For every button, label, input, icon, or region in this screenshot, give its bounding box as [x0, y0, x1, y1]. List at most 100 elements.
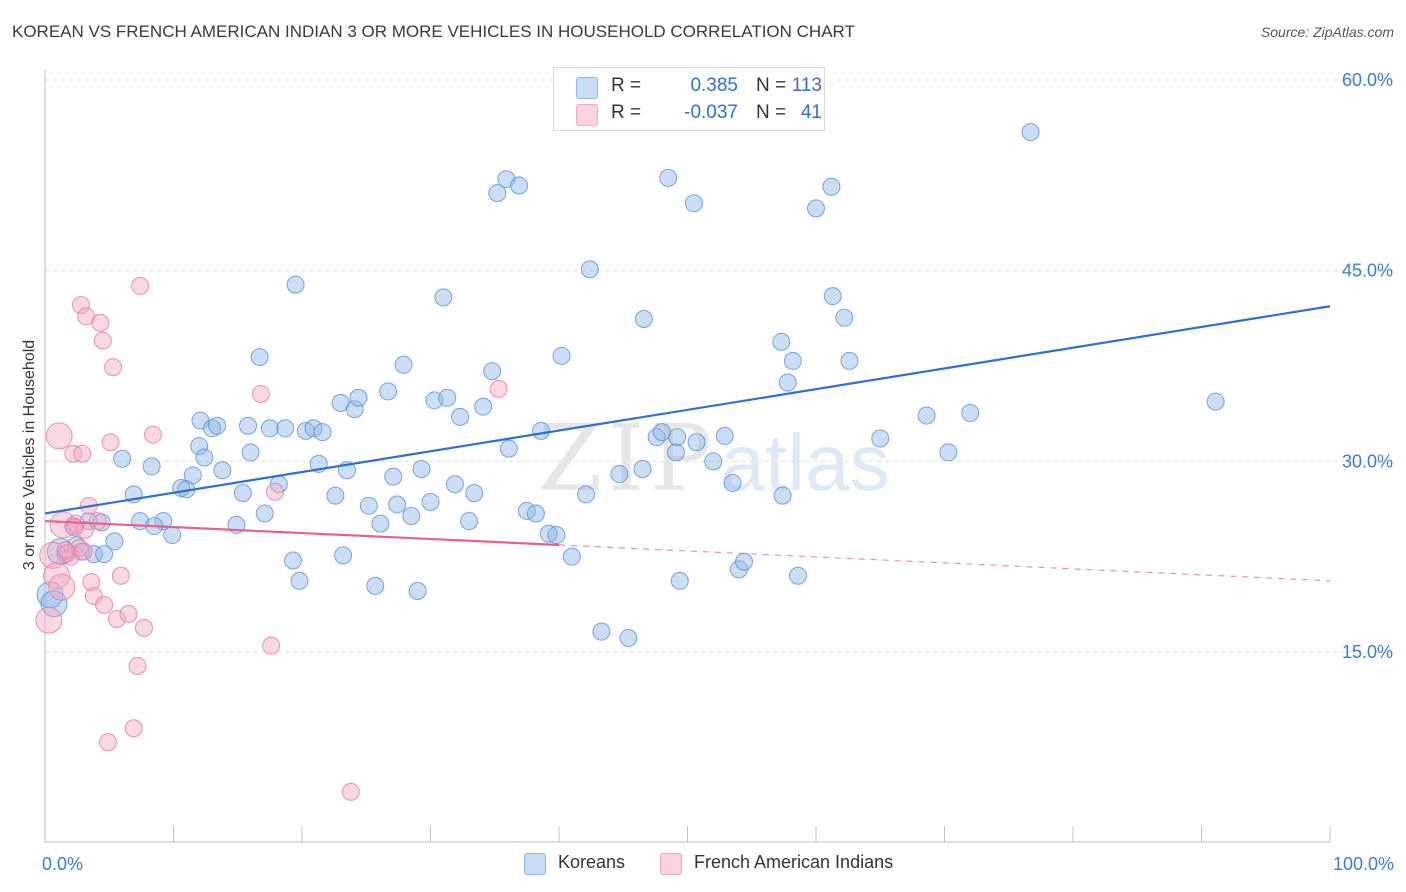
data-point: [143, 425, 162, 444]
data-point: [208, 416, 227, 435]
data-point: [95, 545, 114, 564]
data-point: [917, 406, 936, 425]
data-point: [379, 382, 398, 401]
correlation-legend: R = 0.385 N = 113 R = -0.037 N = 41: [553, 67, 825, 131]
data-point: [489, 379, 508, 398]
data-point: [647, 428, 666, 447]
data-point: [871, 429, 890, 448]
data-point: [163, 526, 182, 545]
data-point: [262, 636, 281, 655]
legend-r-value: -0.037: [684, 102, 738, 123]
data-point: [84, 587, 103, 606]
data-point: [82, 573, 101, 592]
data-point: [384, 467, 403, 486]
data-point: [687, 433, 706, 452]
data-point: [704, 452, 723, 471]
data-point: [190, 437, 209, 456]
data-point: [822, 177, 841, 196]
data-point: [124, 719, 143, 738]
data-point: [98, 733, 117, 752]
data-point: [250, 348, 269, 367]
data-point: [266, 482, 285, 501]
data-point: [276, 419, 295, 438]
data-point: [195, 448, 214, 467]
x-tick-label: 0.0%: [42, 854, 83, 874]
data-point: [128, 656, 147, 675]
data-point: [73, 444, 92, 463]
data-point: [526, 504, 545, 523]
data-point: [684, 194, 703, 213]
tick-labels: 15.0% 30.0% 45.0% 60.0% 0.0% 100.0%: [42, 70, 1394, 874]
data-point: [634, 309, 653, 328]
data-point: [134, 618, 153, 637]
data-point: [71, 295, 90, 314]
data-point: [107, 609, 126, 628]
legend-n-label: N =: [756, 102, 787, 123]
data-point: [119, 604, 138, 623]
y-tick-label: 15.0%: [1342, 642, 1393, 662]
trend-line-koreans: [44, 305, 1331, 515]
grid-lines: [45, 79, 1395, 653]
series-label-french-american-indians: French American Indians: [694, 852, 894, 872]
data-point: [835, 308, 854, 327]
data-point: [39, 541, 67, 569]
data-point: [88, 512, 107, 531]
data-point: [286, 275, 305, 294]
legend-swatch-koreans: [576, 77, 598, 99]
data-point: [939, 443, 958, 462]
data-point: [576, 485, 595, 504]
data-point: [510, 176, 529, 195]
data-point: [290, 571, 309, 590]
chart-title: KOREAN VS FRENCH AMERICAN INDIAN 3 OR MO…: [12, 22, 855, 41]
data-point: [402, 506, 421, 525]
data-point: [619, 629, 638, 648]
trend-lines: [44, 305, 1331, 582]
legend-n-value: 113: [791, 75, 822, 96]
series-koreans-points: [36, 123, 1225, 648]
data-point: [778, 373, 797, 392]
series-swatch-koreans: [524, 853, 546, 875]
data-point: [371, 514, 390, 533]
data-point: [840, 351, 859, 370]
y-axis-title: 3 or more Vehicles in Household: [21, 339, 38, 571]
data-point: [341, 782, 360, 801]
data-point: [451, 407, 470, 426]
watermark: ZIP atlas: [538, 405, 890, 512]
data-point: [789, 566, 808, 585]
series-swatch-french-american-indians: [660, 853, 682, 875]
data-point: [547, 526, 566, 545]
data-point: [45, 422, 73, 450]
data-point: [610, 465, 629, 484]
data-point: [474, 397, 493, 416]
data-point: [284, 551, 303, 570]
data-point: [499, 439, 518, 458]
data-point: [465, 484, 484, 503]
data-point: [670, 571, 689, 590]
legend-r-label: R =: [611, 102, 642, 123]
data-point: [74, 542, 93, 561]
data-point: [773, 486, 792, 505]
data-point: [783, 351, 802, 370]
data-point: [313, 423, 332, 442]
data-point: [488, 184, 507, 203]
watermark-zip: ZIP: [538, 405, 718, 512]
legend-r-label: R =: [611, 75, 642, 96]
data-point: [104, 358, 123, 377]
data-point: [408, 581, 427, 600]
data-point: [349, 388, 368, 407]
data-point: [434, 288, 453, 307]
data-point: [48, 573, 76, 601]
data-point: [483, 362, 502, 381]
data-point: [345, 400, 364, 419]
data-point: [823, 287, 842, 306]
source-credit: Source: ZipAtlas.com: [1260, 24, 1394, 40]
data-point: [807, 199, 825, 218]
data-point: [539, 524, 558, 543]
data-point: [183, 466, 202, 485]
y-tick-label: 60.0%: [1342, 70, 1393, 90]
data-point: [1206, 392, 1225, 411]
legend-swatch-french-american-indians: [576, 104, 598, 126]
data-point: [359, 496, 378, 515]
data-point: [460, 512, 479, 531]
